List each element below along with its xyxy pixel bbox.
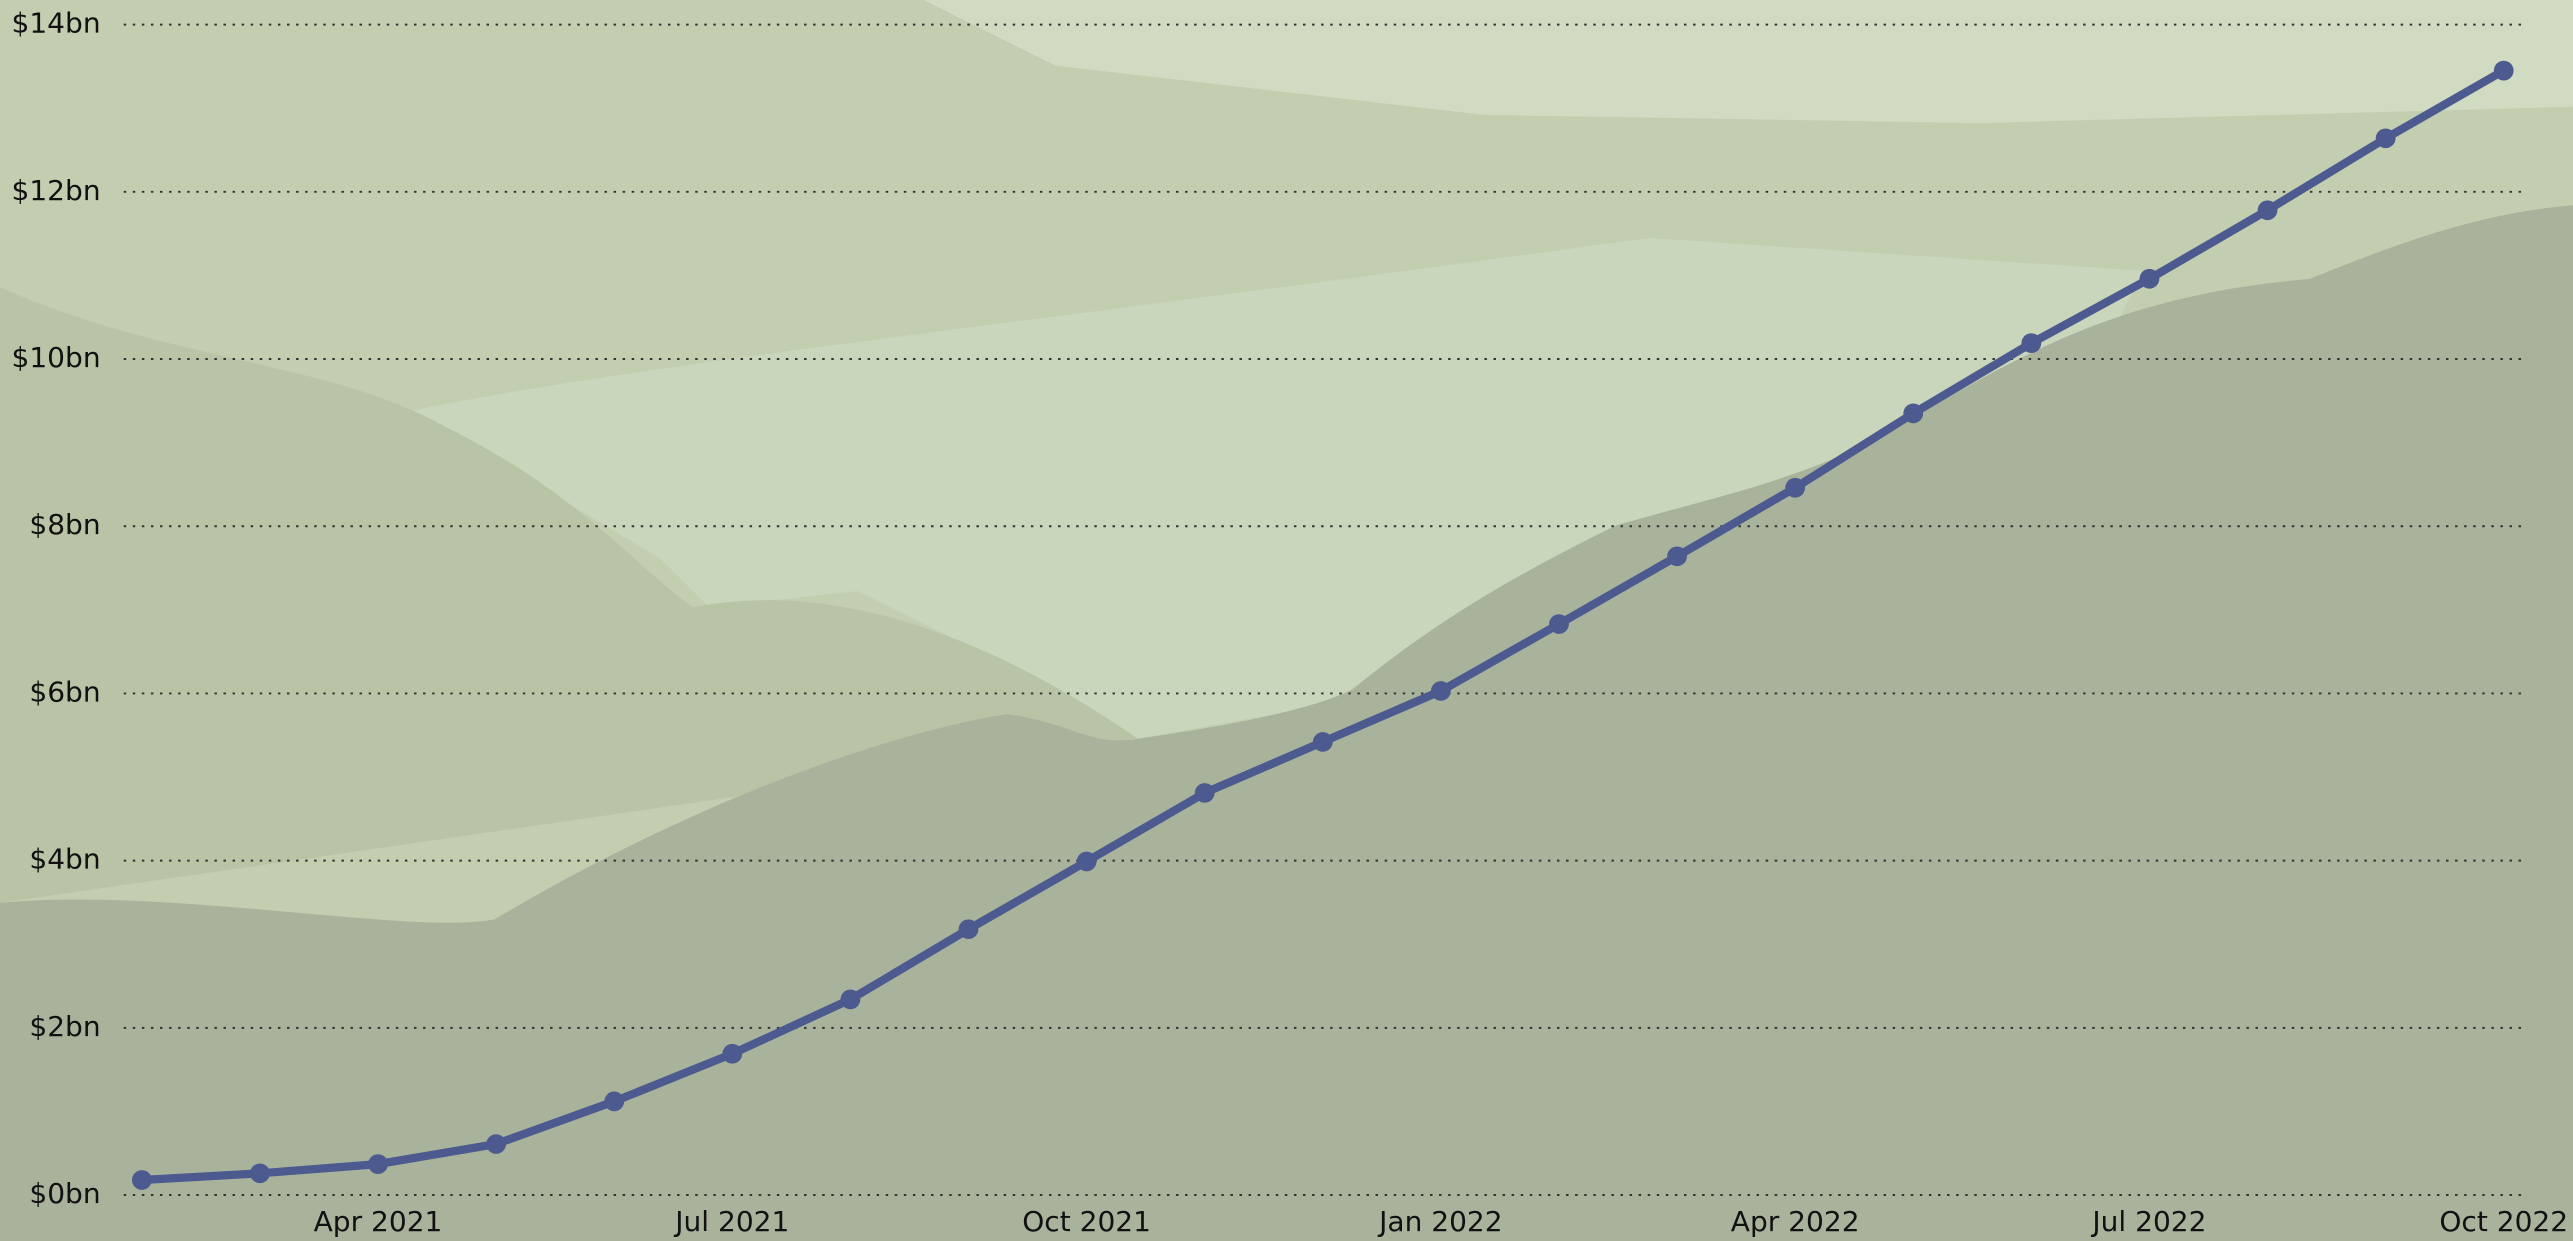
- point: [841, 990, 861, 1010]
- background: [0, 0, 2573, 1241]
- point: [2021, 333, 2041, 353]
- point: [1785, 478, 1805, 498]
- x-tick-label: Jul 2022: [2090, 1205, 2206, 1238]
- point: [604, 1092, 624, 1112]
- y-tick-label: $12bn: [12, 174, 101, 207]
- x-tick-label: Jul 2021: [673, 1205, 789, 1238]
- x-tick-label: Jan 2022: [1377, 1205, 1502, 1238]
- point: [368, 1154, 388, 1174]
- point: [1077, 852, 1097, 872]
- chart: $0bn $2bn $4bn $6bn $8bn $10bn $12bn $14bn Apr 2…: [0, 0, 2573, 1241]
- y-tick-label: $2bn: [29, 1010, 100, 1043]
- x-tick-label: Apr 2022: [1731, 1205, 1860, 1238]
- point: [2140, 269, 2160, 289]
- point: [250, 1163, 270, 1183]
- point: [2258, 200, 2278, 220]
- point: [1549, 614, 1569, 634]
- y-tick-label: $8bn: [29, 508, 100, 541]
- y-tick-label: $10bn: [12, 341, 101, 374]
- point: [1431, 681, 1451, 701]
- x-tick-label: Oct 2021: [1022, 1205, 1151, 1238]
- y-tick-label: $6bn: [29, 675, 100, 708]
- point: [722, 1044, 742, 1064]
- x-tick-label: Apr 2021: [314, 1205, 443, 1238]
- point: [1195, 783, 1215, 803]
- point: [1313, 732, 1333, 752]
- y-tick-label: $14bn: [12, 7, 101, 40]
- point: [486, 1134, 506, 1154]
- point: [1667, 546, 1687, 566]
- y-tick-label: $0bn: [29, 1177, 100, 1210]
- point: [959, 919, 979, 939]
- point: [2376, 128, 2396, 148]
- x-tick-label: Oct 2022: [2439, 1205, 2568, 1238]
- y-tick-label: $4bn: [29, 843, 100, 876]
- point: [1903, 404, 1923, 424]
- point: [132, 1170, 152, 1190]
- point: [2494, 61, 2514, 81]
